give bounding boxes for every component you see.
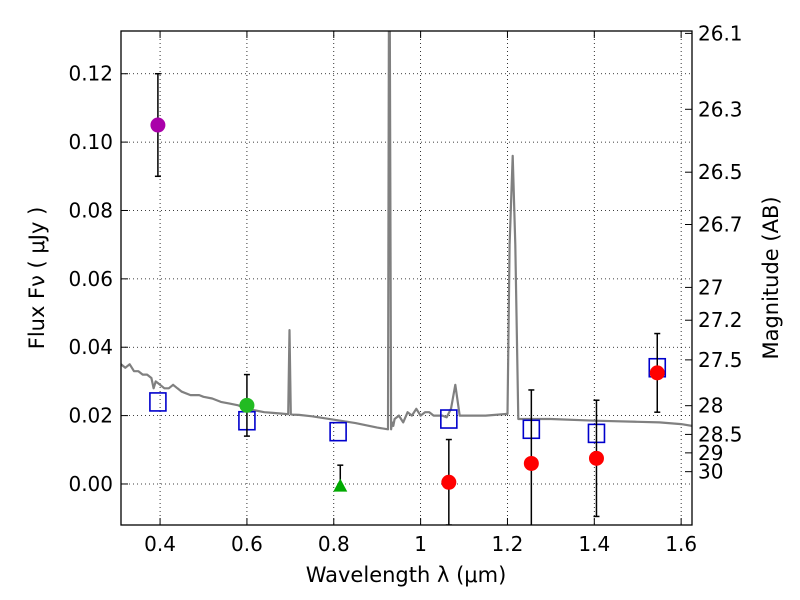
plot-background	[121, 31, 692, 525]
observed-point	[239, 397, 255, 413]
y2-tick-label: 28	[698, 394, 723, 418]
x-tick-label: 0.6	[231, 532, 263, 556]
y2-tick-label: 26.7	[698, 212, 743, 236]
x-tick-label: 0.8	[318, 532, 350, 556]
y-tick-label: 0.04	[68, 335, 113, 359]
y2-tick-label: 27.2	[698, 308, 743, 332]
y-tick-label: 0.02	[68, 404, 113, 428]
upper-limit-marker	[333, 478, 348, 492]
x-tick-label: 0.4	[144, 532, 176, 556]
y-axis-label: Flux Fν ( μJy )	[25, 207, 49, 350]
y-tick-label: 0.10	[68, 130, 113, 154]
y2-tick-label: 27	[698, 275, 723, 299]
observed-point	[150, 117, 166, 133]
model-bandpass-marker	[329, 421, 347, 442]
y2-tick-label: 26.5	[698, 160, 743, 184]
y2-tick-label: 27.5	[698, 348, 743, 372]
observed-point	[588, 450, 604, 466]
x-axis-label: Wavelength λ (μm)	[306, 563, 507, 587]
x-tick-label: 1.2	[492, 532, 524, 556]
spectrum-line	[121, 31, 692, 431]
x-tick-label: 1.6	[665, 532, 697, 556]
observed-point	[523, 455, 539, 471]
y-tick-label: 0.00	[68, 472, 113, 496]
x-tick-label: 1	[414, 532, 427, 556]
y2-tick-label: 26.3	[698, 97, 743, 121]
plot-frame	[120, 30, 693, 526]
axis-ticks	[121, 31, 692, 525]
y-tick-label: 0.06	[68, 267, 113, 291]
y2-tick-label: 26.1	[698, 21, 743, 45]
model-bandpass-marker	[149, 392, 167, 412]
y2-tick-label: 30	[698, 460, 723, 484]
model-spectrum-series	[121, 31, 692, 431]
y2-axis-label: Magnitude (AB)	[759, 196, 783, 359]
observed-flux-series	[150, 72, 665, 525]
y2-tick-label: 29	[698, 441, 723, 465]
y-tick-label: 0.08	[68, 198, 113, 222]
observed-point	[649, 365, 665, 381]
y-tick-label: 0.12	[68, 62, 113, 86]
x-tick-label: 1.4	[578, 532, 610, 556]
y-tick-labels: 0.00 0.02 0.04 0.06 0.08 0.10 0.12	[68, 62, 113, 496]
model-bandpass-marker	[440, 409, 458, 429]
upper-limit-series	[333, 464, 348, 492]
observed-point	[441, 474, 457, 490]
x-tick-labels: 0.4 0.6 0.8 1 1.2 1.4 1.6	[144, 532, 697, 556]
series-layer	[121, 31, 692, 525]
y2-tick-label: 28.5	[698, 422, 743, 446]
